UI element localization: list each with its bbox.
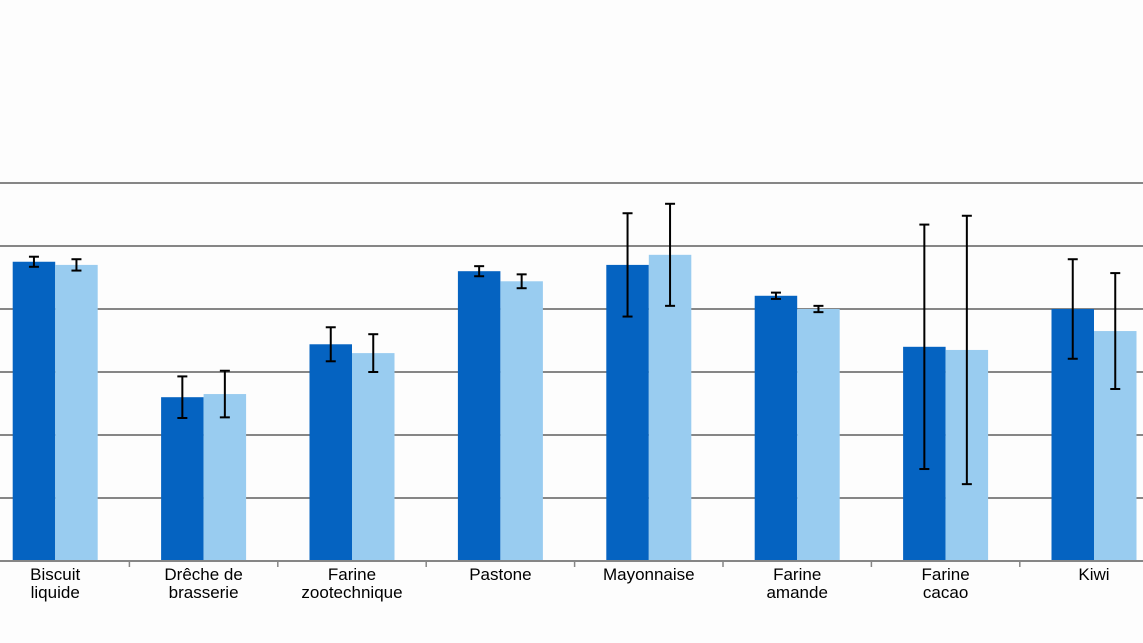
category-label: Farine cacao bbox=[921, 565, 970, 602]
category-label: Drêche de brasserie bbox=[164, 565, 243, 602]
category-label: Farine zootechnique bbox=[301, 565, 403, 602]
category-label: Farine amande bbox=[766, 565, 828, 602]
bar-light bbox=[500, 281, 543, 561]
bar-light bbox=[797, 309, 840, 561]
bar-light bbox=[203, 394, 247, 561]
bar-light bbox=[55, 264, 98, 561]
bar-dark bbox=[754, 295, 798, 561]
category-label: Kiwi bbox=[1078, 565, 1110, 584]
category-label: Biscuit liquide bbox=[30, 565, 81, 602]
category-label: Mayonnaise bbox=[602, 565, 695, 584]
category-label: Pastone bbox=[469, 565, 532, 584]
bar-dark bbox=[161, 397, 204, 561]
bar-dark bbox=[457, 271, 501, 561]
bar-light bbox=[352, 353, 395, 561]
x-axis bbox=[0, 560, 1143, 567]
bars bbox=[12, 254, 1137, 561]
error-bars bbox=[28, 202, 1121, 486]
bar-dark bbox=[12, 261, 56, 561]
bar-dark bbox=[309, 344, 352, 561]
